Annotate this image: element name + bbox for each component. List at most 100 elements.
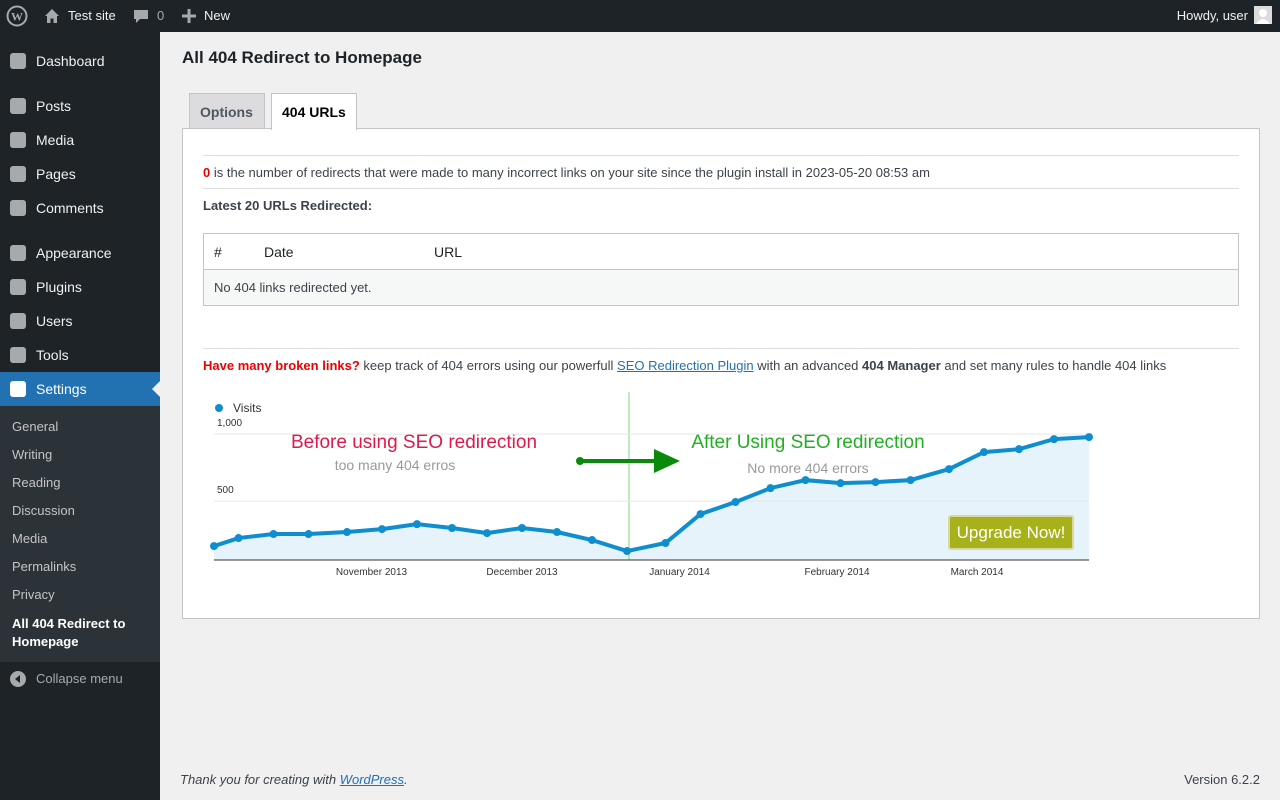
submenu-item[interactable]: Reading (12, 475, 61, 490)
x-tick-label: December 2013 (486, 567, 558, 578)
menu-icon (10, 166, 26, 182)
menu-item[interactable]: Comments (36, 200, 104, 216)
footer-end: . (404, 772, 408, 787)
wp-logo[interactable]: W (6, 5, 28, 27)
separator (203, 188, 1239, 189)
point (518, 524, 526, 533)
separator (203, 155, 1239, 156)
submenu-item[interactable]: Writing (12, 447, 53, 462)
menu-item[interactable]: Dashboard (36, 53, 105, 69)
annotation: After Using SEO redirection (691, 432, 924, 453)
menu-icon (10, 200, 26, 216)
point (1085, 433, 1093, 442)
tab-active[interactable]: 404 URLs (271, 93, 357, 130)
comment-icon (134, 10, 148, 23)
menu-item[interactable]: Pages (36, 166, 76, 182)
annotation: No more 404 errors (747, 460, 868, 476)
menu-icon (10, 381, 26, 397)
avatar[interactable] (1254, 6, 1272, 24)
point (801, 476, 810, 485)
new-link[interactable]: New (204, 8, 231, 23)
arrow-tail (576, 457, 584, 465)
active-menu (0, 372, 160, 406)
comment-count[interactable]: 0 (157, 8, 165, 23)
submenu-item[interactable]: General (12, 419, 59, 434)
promo-text-2: with an advanced (753, 358, 863, 373)
menu-icon (10, 313, 26, 329)
version: Version 6.2.2 (1184, 772, 1260, 787)
point (696, 510, 705, 519)
menu-item[interactable]: Appearance (36, 245, 112, 261)
arrow-head (654, 449, 680, 473)
promo-text-1: keep track of 404 errors using our power… (359, 358, 618, 373)
admin-bar: W Test site 0 New Howdy, user (0, 0, 1280, 32)
promo-bold: 404 Manager (862, 358, 941, 373)
menu-icon (10, 98, 26, 114)
menu-item[interactable]: Users (36, 313, 73, 329)
menu-item[interactable]: Plugins (36, 279, 82, 295)
promo-chart[interactable]: Upgrade Now! Before using SEO redirectio… (203, 392, 1103, 582)
submenu-item[interactable]: Discussion (12, 503, 75, 518)
tab-label: Options (200, 104, 253, 120)
annotation: Before using SEO redirection (291, 432, 537, 453)
tab[interactable]: Options (189, 93, 265, 128)
menu-icon (10, 53, 26, 69)
collapse-icon (10, 671, 26, 687)
line (213, 435, 1090, 554)
point (343, 528, 351, 537)
tab-label: 404 URLs (282, 104, 346, 120)
menu-icon (10, 245, 26, 261)
svg-text:W: W (11, 10, 23, 24)
menu-item[interactable]: Settings (36, 381, 87, 397)
column-header: Date (264, 244, 294, 260)
collapse-menu[interactable]: Collapse menu (36, 671, 123, 686)
column-header: URL (434, 244, 463, 260)
x-tick-label: November 2013 (336, 567, 408, 578)
point (304, 530, 313, 539)
point (945, 465, 953, 474)
panel (182, 128, 1260, 619)
menu-item[interactable]: Posts (36, 98, 72, 114)
footer-link[interactable]: WordPress (339, 772, 404, 787)
latest-heading: Latest 20 URLs Redirected: (203, 198, 373, 213)
point (378, 525, 386, 534)
count-line: 0 is the number of redirects that were m… (203, 165, 930, 180)
active-pointer (152, 381, 160, 397)
promo-link[interactable]: SEO Redirection Plugin (617, 358, 754, 373)
point (588, 536, 596, 545)
site-name[interactable]: Test site (68, 8, 116, 23)
menu-icon (10, 279, 26, 295)
y-tick-label: 500 (217, 485, 234, 496)
point (210, 542, 218, 551)
plus-icon (182, 9, 196, 23)
y-tick-label: 1,000 (217, 418, 242, 429)
legend-marker (215, 404, 223, 412)
page-title: All 404 Redirect to Homepage (182, 48, 422, 67)
greeting[interactable]: Howdy, user (1176, 8, 1248, 23)
point (906, 476, 915, 485)
upgrade-button[interactable] (948, 515, 1074, 550)
home-icon (45, 9, 59, 23)
point (766, 484, 775, 493)
point (269, 530, 278, 539)
menu-icon (10, 132, 26, 148)
point (661, 538, 670, 547)
submenu-item[interactable]: Permalinks (12, 559, 77, 574)
submenu-item[interactable]: All 404 Redirect to Homepage (12, 616, 126, 649)
annotation: too many 404 erros (335, 457, 456, 473)
point (1050, 435, 1058, 444)
point (980, 448, 988, 457)
submenu-item[interactable]: Media (12, 531, 48, 546)
footer-thanks: Thank you for creating with WordPress. (180, 772, 408, 787)
menu-item[interactable]: Media (36, 132, 75, 148)
table: # Date URL No 404 links redirected yet. (203, 233, 1239, 306)
point (553, 528, 561, 537)
upgrade-label[interactable]: Upgrade Now! (957, 523, 1066, 542)
submenu-item[interactable]: Privacy (12, 587, 55, 602)
point (871, 478, 880, 487)
menu-item[interactable]: Tools (36, 347, 69, 363)
legend-label: Visits (233, 401, 261, 415)
footer-text: Thank you for creating with (180, 772, 340, 787)
